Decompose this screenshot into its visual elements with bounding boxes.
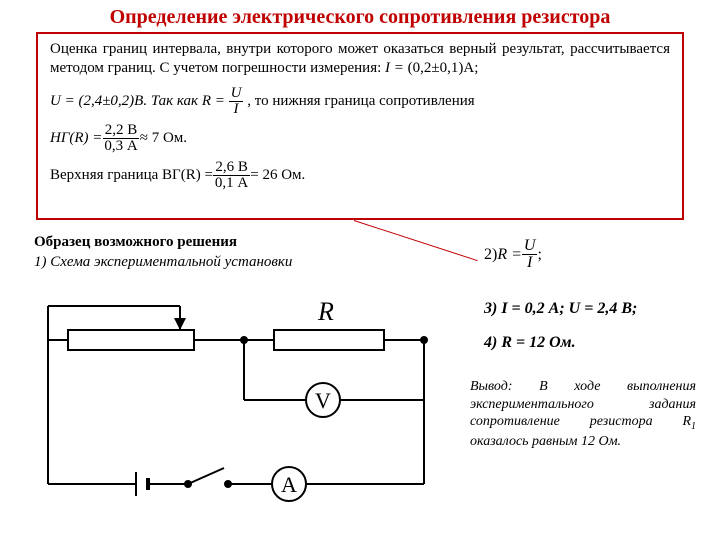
boundary-panel: Оценка границ интервала, внутри которого… (36, 32, 684, 220)
lower-den: 0,3 А (102, 139, 139, 154)
conclusion-paragraph: Вывод: В ходе выполнения экспериментальн… (470, 378, 696, 451)
label-R: R (317, 297, 334, 326)
label-V: V (315, 388, 331, 413)
upper-den: 0,1 А (213, 176, 250, 191)
formula-2-fnum: U (522, 238, 538, 255)
U-suffix: , то нижняя граница сопротивления (247, 92, 474, 108)
upper-result: = 26 Ом. (250, 166, 305, 185)
solution-heading: Образец возможного решения (34, 234, 237, 251)
R-frac-den: I (232, 102, 241, 117)
U-line: U = (2,4±0,2)B. Так как R = U I , то ниж… (50, 86, 670, 117)
U-prefix-text: U = (2,4±0,2)B. Так как (50, 92, 202, 108)
upper-fraction: 2,6 В 0,1 А (213, 160, 250, 191)
label-A: A (281, 472, 297, 497)
upper-label: Верхняя граница ВГ(R) = (50, 166, 213, 185)
R-eq-lhs: R = (202, 92, 229, 108)
callout-line (354, 220, 478, 261)
circuit-diagram: R V A (10, 284, 454, 524)
conclusion-before: Вывод: В ходе выполнения экспериментальн… (470, 379, 696, 429)
conclusion-after: оказалось равным 12 Ом. (470, 434, 621, 449)
schematic-caption: 1) Схема экспериментальной установки (34, 254, 292, 271)
conclusion-sub: 1 (691, 421, 696, 432)
formula-2-fden: I (525, 255, 534, 271)
lower-label: НГ(R) = (50, 129, 102, 148)
lower-fraction: 2,2 В 0,3 А (102, 123, 139, 154)
R-frac-num: U (229, 86, 244, 102)
formula-2-num: 2) (484, 246, 497, 264)
lower-num: 2,2 В (103, 123, 140, 139)
panel-intro-text: Оценка границ интервала, внутри которого… (50, 41, 670, 76)
panel-intro: Оценка границ интервала, внутри которого… (50, 40, 670, 78)
I-expression: I = (0,2±0,1)А; (385, 60, 478, 76)
upper-bound-row: Верхняя граница ВГ(R) = 2,6 В 0,1 А = 26… (50, 160, 670, 191)
I-lhs: I = (385, 60, 408, 76)
upper-num: 2,6 В (213, 160, 250, 176)
formula-3: 3) I = 0,2 А; U = 2,4 В; (484, 300, 637, 318)
page-title: Определение электрического сопротивления… (0, 0, 720, 33)
formula-2-lhs: R = (497, 246, 522, 264)
U-prefix: U = (2,4±0,2)B. Так как (50, 92, 202, 108)
formula-2-tail: ; (537, 246, 541, 264)
formula-4: 4) R = 12 Ом. (484, 334, 576, 352)
R-fraction: U I (229, 86, 244, 117)
formula-2: 2) R = U I ; (484, 238, 542, 271)
formula-2-fraction: U I (522, 238, 538, 271)
lower-bound-row: НГ(R) = 2,2 В 0,3 А ≈ 7 Ом. (50, 123, 670, 154)
lower-result: ≈ 7 Ом. (140, 129, 187, 148)
I-value: (0,2±0,1)А; (408, 60, 479, 76)
